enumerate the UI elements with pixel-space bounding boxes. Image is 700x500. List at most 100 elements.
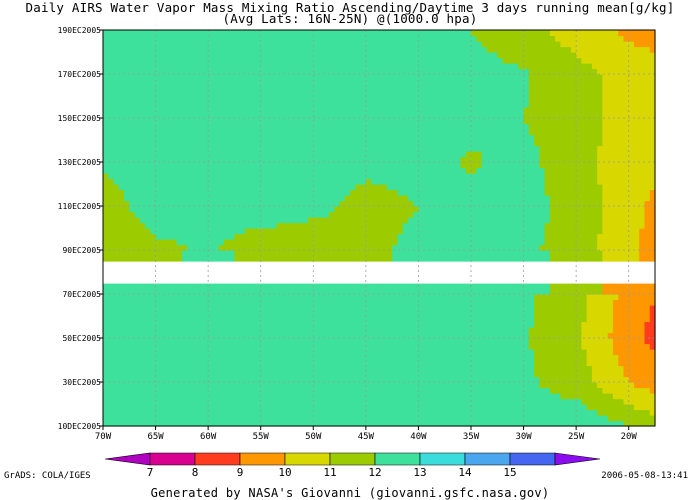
- heatmap-cell: [365, 233, 372, 240]
- heatmap-cell: [271, 310, 278, 317]
- heatmap-cell: [518, 233, 525, 240]
- heatmap-cell: [171, 305, 178, 312]
- heatmap-cell: [628, 294, 635, 301]
- heatmap-cell: [618, 360, 625, 367]
- heatmap-cell: [318, 371, 325, 378]
- heatmap-cell: [376, 266, 383, 273]
- heatmap-cell: [618, 316, 625, 323]
- heatmap-cell: [213, 162, 220, 169]
- heatmap-cell: [166, 178, 172, 185]
- heatmap-cell: [155, 305, 162, 312]
- heatmap-cell: [192, 404, 199, 411]
- heatmap-cell: [323, 371, 330, 378]
- heatmap-cell: [639, 305, 646, 312]
- heatmap-cell: [276, 349, 283, 356]
- heatmap-cell: [339, 189, 346, 196]
- heatmap-cell: [565, 365, 572, 372]
- heatmap-cell: [244, 228, 251, 235]
- heatmap-cell: [208, 294, 214, 301]
- heatmap-cell: [644, 200, 651, 207]
- heatmap-cell: [407, 288, 414, 295]
- heatmap-cell: [323, 409, 330, 416]
- heatmap-cell: [223, 387, 230, 394]
- heatmap-cell: [129, 184, 136, 191]
- heatmap-cell: [281, 178, 288, 185]
- heatmap-cell: [544, 173, 551, 180]
- heatmap-cell: [492, 250, 498, 257]
- heatmap-cell: [460, 178, 467, 185]
- heatmap-cell: [407, 162, 414, 169]
- heatmap-cell: [181, 365, 188, 372]
- heatmap-cell: [239, 371, 246, 378]
- heatmap-cell: [118, 167, 125, 174]
- heatmap-cell: [234, 283, 241, 290]
- heatmap-cell: [323, 250, 330, 257]
- heatmap-cell: [386, 277, 393, 284]
- heatmap-cell: [539, 222, 546, 229]
- heatmap-cell: [166, 255, 172, 262]
- heatmap-cell: [213, 211, 220, 218]
- heatmap-cell: [513, 316, 519, 323]
- heatmap-cell: [544, 404, 551, 411]
- heatmap-cell: [497, 283, 504, 290]
- heatmap-cell: [145, 244, 151, 251]
- heatmap-cell: [192, 321, 199, 328]
- heatmap-cell: [397, 250, 404, 257]
- heatmap-cell: [313, 239, 320, 246]
- heatmap-cell: [339, 228, 346, 235]
- heatmap-cell: [334, 354, 341, 361]
- heatmap-cell: [145, 200, 151, 207]
- heatmap-cell: [560, 393, 567, 400]
- heatmap-cell: [218, 327, 225, 334]
- heatmap-cell: [187, 398, 193, 405]
- heatmap-cell: [244, 288, 251, 295]
- heatmap-cell: [455, 393, 462, 400]
- heatmap-cell: [124, 332, 130, 339]
- heatmap-cell: [229, 178, 236, 185]
- heatmap-cell: [234, 316, 241, 323]
- heatmap-cell: [633, 228, 640, 235]
- heatmap-cell: [124, 233, 130, 240]
- heatmap-cell: [523, 178, 530, 185]
- heatmap-cell: [255, 294, 262, 301]
- heatmap-cell: [497, 277, 504, 284]
- heatmap-cell: [255, 173, 262, 180]
- heatmap-cell: [371, 393, 377, 400]
- heatmap-cell: [528, 398, 535, 405]
- heatmap-cell: [113, 299, 120, 306]
- heatmap-cell: [381, 250, 388, 257]
- heatmap-cell: [150, 327, 157, 334]
- heatmap-cell: [365, 272, 372, 279]
- heatmap-cell: [439, 398, 446, 405]
- heatmap-cell: [502, 321, 509, 328]
- heatmap-cell: [597, 316, 604, 323]
- heatmap-cell: [481, 244, 488, 251]
- heatmap-cell: [602, 250, 609, 257]
- heatmap-cell: [418, 173, 425, 180]
- heatmap-cell: [223, 173, 230, 180]
- heatmap-cell: [428, 393, 435, 400]
- heatmap-cell: [434, 404, 441, 411]
- heatmap-cell: [476, 288, 483, 295]
- heatmap-cell: [418, 206, 425, 213]
- heatmap-cell: [308, 365, 314, 372]
- heatmap-cell: [171, 167, 178, 174]
- heatmap-cell: [486, 189, 493, 196]
- heatmap-cell: [507, 343, 514, 350]
- heatmap-cell: [518, 349, 525, 356]
- heatmap-cell: [502, 222, 509, 229]
- heatmap-cell: [287, 277, 293, 284]
- heatmap-cell: [544, 365, 551, 372]
- heatmap-cell: [560, 277, 567, 284]
- heatmap-cell: [544, 272, 551, 279]
- heatmap-cell: [597, 244, 604, 251]
- heatmap-cell: [208, 255, 214, 262]
- heatmap-cell: [265, 409, 272, 416]
- heatmap-cell: [460, 343, 467, 350]
- heatmap-cell: [265, 272, 272, 279]
- heatmap-cell: [365, 277, 372, 284]
- heatmap-cell: [555, 184, 561, 191]
- heatmap-cell: [118, 382, 125, 389]
- heatmap-cell: [339, 376, 346, 383]
- heatmap-cell: [639, 404, 646, 411]
